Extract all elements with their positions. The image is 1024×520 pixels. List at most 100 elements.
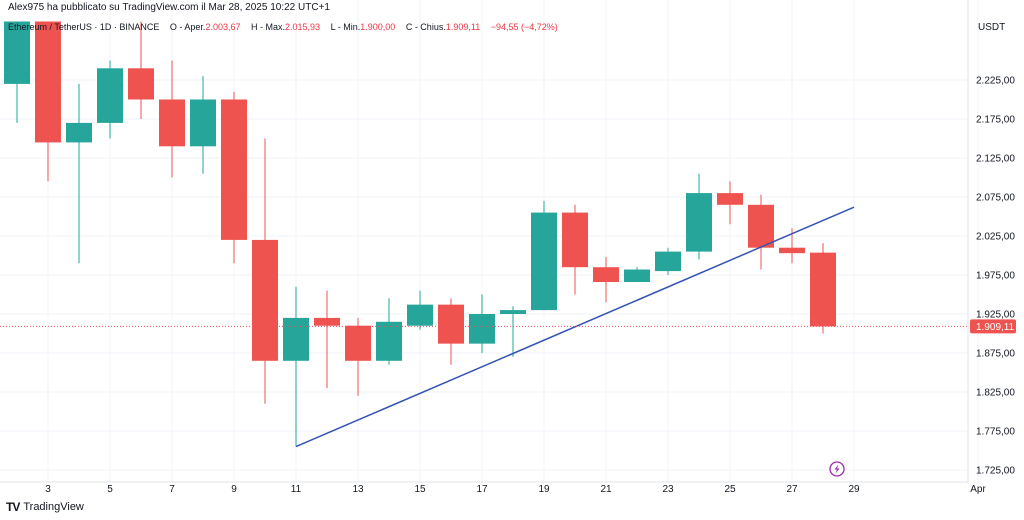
currency-label: USDT xyxy=(978,22,1006,33)
candle-body-21 xyxy=(593,267,619,283)
candle-10[interactable] xyxy=(252,138,278,404)
ohlc-legend: Ethereum / TetherUS · 1D · BINANCE O - A… xyxy=(8,22,558,32)
open-value: 2.003,67 xyxy=(205,22,241,32)
candle-11[interactable] xyxy=(283,286,309,447)
symbol-label[interactable]: Ethereum / TetherUS · 1D · BINANCE xyxy=(8,22,160,32)
y-tick-label-7: 2.075,00 xyxy=(976,193,1015,204)
time-axis[interactable]: 3 5 7 9 11 13 15 17 19 21 23 25 27 29 Apr xyxy=(45,484,986,495)
tradingview-logo-icon: TV xyxy=(6,500,20,514)
open-label: O - Aper. xyxy=(169,22,206,32)
x-tick-label-13: 29 xyxy=(848,484,860,495)
x-tick-label-4: 11 xyxy=(291,484,302,495)
y-tick-label-5: 1.975,00 xyxy=(976,271,1015,282)
candle-body-24 xyxy=(686,193,712,252)
high-value: 2.015,93 xyxy=(285,22,321,32)
candle-body-8 xyxy=(190,99,216,147)
current-price-label: 1.909,11 xyxy=(976,322,1015,333)
candle-body-13 xyxy=(345,325,371,361)
candle-body-3 xyxy=(35,21,61,143)
x-tick-label-10: 23 xyxy=(662,484,674,495)
close-value: 1.909,11 xyxy=(445,22,481,32)
x-tick-label-14: Apr xyxy=(970,484,986,495)
candle-14[interactable] xyxy=(376,298,402,365)
candle-body-11 xyxy=(283,317,309,361)
x-tick-label-9: 21 xyxy=(600,484,612,495)
y-tick-label-8: 2.125,00 xyxy=(976,154,1015,165)
candle-15[interactable] xyxy=(407,290,433,330)
x-tick-label-11: 25 xyxy=(724,484,736,495)
candle-body-23 xyxy=(655,251,681,272)
candle-28[interactable] xyxy=(810,243,836,334)
candle-body-5 xyxy=(97,68,123,123)
change-value: −94,55 (−4,72%) xyxy=(490,22,558,32)
candle-body-6 xyxy=(128,68,154,100)
candle-24[interactable] xyxy=(686,173,712,260)
candle-body-20 xyxy=(562,212,588,268)
candle-13[interactable] xyxy=(345,317,371,396)
low-value: 1.900,00 xyxy=(360,22,396,32)
candle-17[interactable] xyxy=(469,294,495,354)
candle-body-26 xyxy=(748,204,774,248)
candle-body-17 xyxy=(469,314,495,344)
candle-2[interactable] xyxy=(4,21,30,123)
high-label: H - Max. xyxy=(251,22,286,32)
candle-body-18 xyxy=(500,310,526,314)
candle-5[interactable] xyxy=(97,60,123,139)
x-tick-label-3: 9 xyxy=(231,484,237,495)
x-tick-label-12: 27 xyxy=(786,484,798,495)
y-tick-label-3: 1.875,00 xyxy=(976,349,1015,360)
x-tick-label-8: 19 xyxy=(538,484,550,495)
candle-body-2 xyxy=(4,21,30,84)
y-tick-label-0: 1.725,00 xyxy=(976,466,1015,477)
candle-22[interactable] xyxy=(624,267,650,283)
lightning-icon[interactable] xyxy=(829,461,845,477)
candle-7[interactable] xyxy=(159,60,185,178)
candle-18[interactable] xyxy=(500,306,526,357)
y-tick-label-10: 2.225,00 xyxy=(976,76,1015,87)
low-label: L - Min. xyxy=(330,22,361,32)
candle-16[interactable] xyxy=(438,298,464,365)
candle-12[interactable] xyxy=(314,290,340,389)
y-tick-label-4: 1.925,00 xyxy=(976,310,1015,321)
y-tick-label-2: 1.825,00 xyxy=(976,388,1015,399)
publisher-line: Alex975 ha pubblicato su TradingView.com… xyxy=(8,2,330,13)
candle-20[interactable] xyxy=(562,204,588,295)
candle-body-4 xyxy=(66,122,92,143)
candle-6[interactable] xyxy=(128,21,154,120)
x-tick-label-0: 3 xyxy=(45,484,51,495)
candle-body-28 xyxy=(810,252,836,327)
price-axis[interactable]: 1.725,00 1.775,00 1.825,00 1.875,00 1.925,00… xyxy=(970,76,1016,477)
y-tick-label-6: 2.025,00 xyxy=(976,232,1015,243)
x-tick-label-2: 7 xyxy=(169,484,175,495)
support-trendline[interactable] xyxy=(295,206,855,448)
candle-body-25 xyxy=(717,193,743,205)
candle-25[interactable] xyxy=(717,181,743,225)
tradingview-brand: TradingView xyxy=(23,501,84,513)
candle-body-12 xyxy=(314,317,340,326)
candle-body-14 xyxy=(376,321,402,361)
candle-body-9 xyxy=(221,99,247,240)
tradingview-footer[interactable]: TV TradingView xyxy=(6,500,84,514)
y-tick-label-9: 2.175,00 xyxy=(976,115,1015,126)
current-price-badge xyxy=(970,319,1016,334)
candle-3[interactable] xyxy=(35,21,61,182)
candle-21[interactable] xyxy=(593,257,619,303)
candle-body-15 xyxy=(407,304,433,326)
candle-4[interactable] xyxy=(66,83,92,264)
x-tick-label-1: 5 xyxy=(107,484,113,495)
trendline-layer[interactable] xyxy=(295,206,855,448)
candle-body-22 xyxy=(624,269,650,283)
candle-19[interactable] xyxy=(531,200,557,311)
x-tick-label-7: 17 xyxy=(476,484,488,495)
y-tick-label-1: 1.775,00 xyxy=(976,427,1015,438)
candle-23[interactable] xyxy=(655,247,681,275)
x-tick-label-6: 15 xyxy=(414,484,426,495)
candle-26[interactable] xyxy=(748,194,774,270)
close-label: C - Chius. xyxy=(405,22,446,32)
candle-body-10 xyxy=(252,239,278,361)
candle-9[interactable] xyxy=(221,91,247,264)
candle-8[interactable] xyxy=(190,76,216,174)
candle-body-16 xyxy=(438,304,464,344)
candles-layer xyxy=(4,21,836,447)
